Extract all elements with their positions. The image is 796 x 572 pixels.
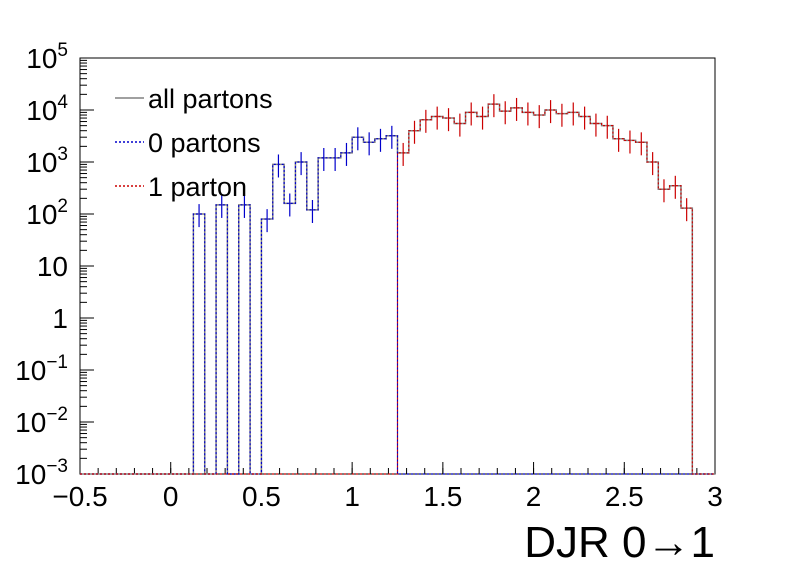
legend-1-parton-label: 1 parton <box>148 172 247 202</box>
y-tick-label-6: 103 <box>26 144 68 178</box>
x-axis-label: DJR 0→1 <box>524 518 715 567</box>
legend: all partons 0 partons 1 parton <box>115 84 273 202</box>
x-axis-ticks: −0.5 0 0.5 1 1.5 2 2.5 3 <box>52 462 723 512</box>
y-tick-label-0: 10−3 <box>15 456 68 490</box>
y-tick-label-3: 1 <box>52 303 68 334</box>
y-tick-label-1: 10−2 <box>15 404 68 438</box>
legend-all-partons-label: all partons <box>148 84 273 114</box>
x-tick-label-3: 1 <box>344 481 360 512</box>
legend-0-partons-label: 0 partons <box>148 128 261 158</box>
series-1-parton-line <box>80 103 715 475</box>
x-tick-label-4: 1.5 <box>423 481 462 512</box>
histogram-series <box>80 94 715 475</box>
y-tick-label-5: 102 <box>26 196 68 230</box>
x-tick-label-1: 0 <box>163 481 179 512</box>
x-tick-label-5: 2 <box>526 481 542 512</box>
minor-ticks <box>79 59 716 474</box>
y-axis-ticks: 10−3 10−2 10−1 1 10 102 103 104 105 <box>15 40 94 490</box>
x-tick-label-6: 2.5 <box>605 481 644 512</box>
series-0-partons-line <box>80 135 715 475</box>
x-tick-label-0: −0.5 <box>52 481 107 512</box>
x-tick-label-2: 0.5 <box>242 481 281 512</box>
y-tick-label-2: 10−1 <box>15 352 68 386</box>
y-tick-label-7: 104 <box>26 92 68 126</box>
y-tick-label-4: 10 <box>37 251 68 282</box>
y-tick-label-8: 105 <box>26 40 68 74</box>
x-tick-label-7: 3 <box>707 481 723 512</box>
